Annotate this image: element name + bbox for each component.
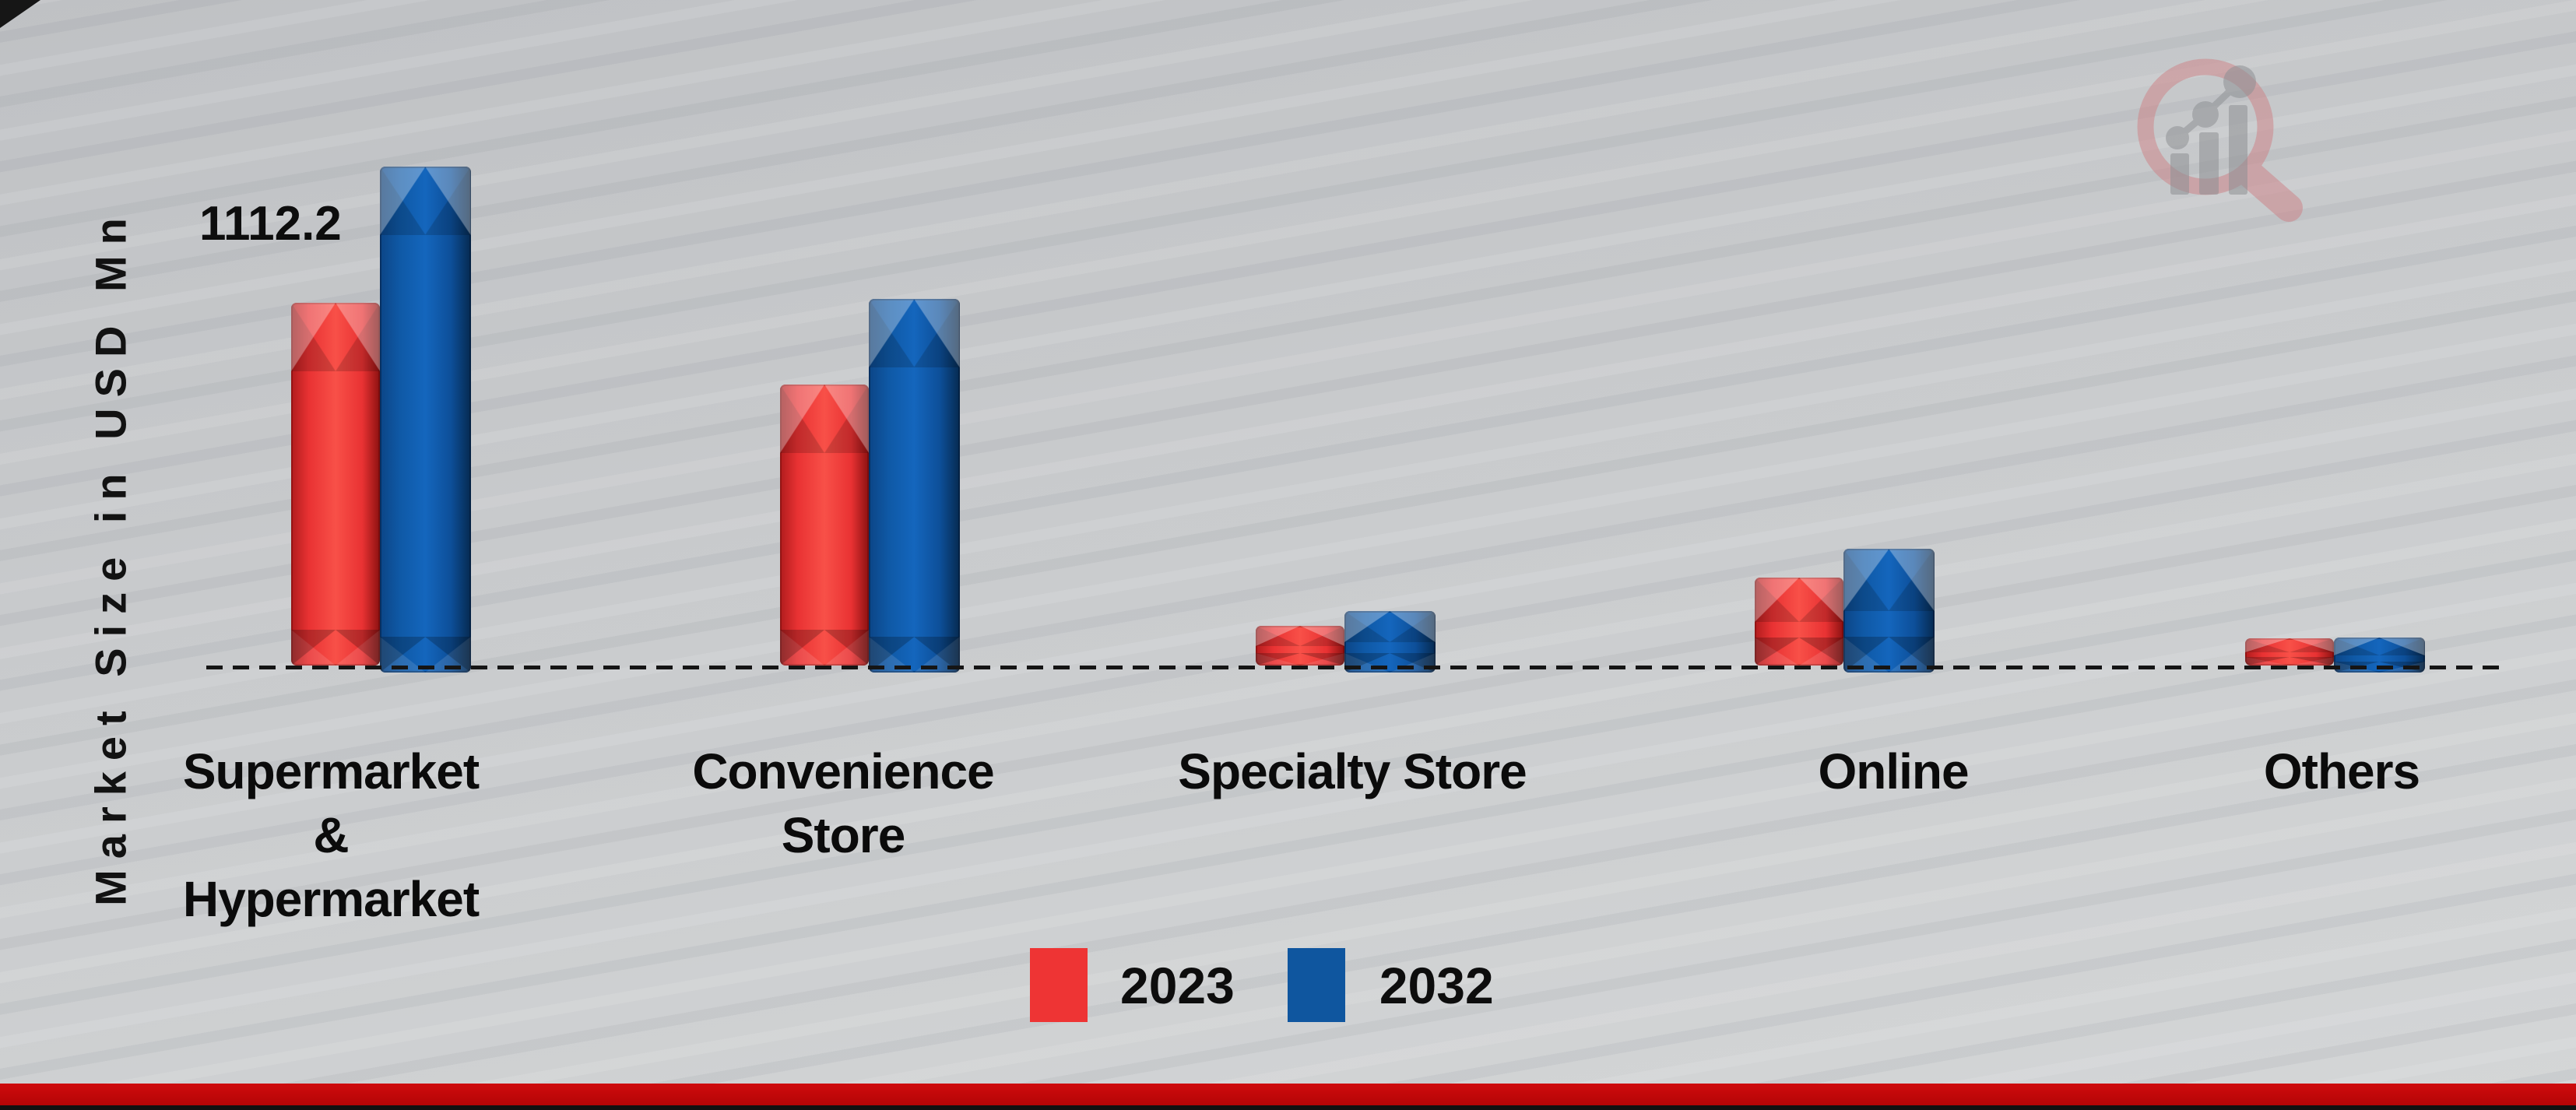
legend: 2023 2032 [1030, 948, 1494, 1022]
legend-label-2023: 2023 [1120, 956, 1235, 1014]
bar-2032-online [1843, 549, 1935, 673]
bar-bottom-bevel [1256, 652, 1344, 666]
bar-top-bevel [1344, 611, 1436, 642]
bar-2023-others [2245, 638, 2334, 666]
bar-top-bevel [869, 299, 960, 367]
bar-top-bevel [1755, 578, 1843, 622]
legend-swatch-2023 [1030, 948, 1088, 1022]
bar-value-label: 1112.2 [199, 197, 342, 251]
category-label-others: Others [2263, 743, 2420, 799]
category-label-specialty-store: Specialty Store [1178, 743, 1527, 799]
footer-red-banner [0, 1084, 2576, 1105]
bar-2032-convenience-store [869, 299, 960, 673]
bar-2032-specialty-store [1344, 611, 1436, 673]
growth-bars-icon [2166, 65, 2256, 195]
bar-2032-supermarket-hypermarket [380, 167, 471, 673]
corner-accent-triangle [0, 0, 40, 28]
legend-swatch-2032 [1287, 948, 1345, 1022]
category-label-supermarket-hypermarket: Supermarket & Hypermarket [182, 743, 480, 927]
bar-top-bevel [2245, 638, 2334, 652]
footer-black-edge [0, 1105, 2576, 1110]
x-axis-baseline-dashed [206, 666, 2504, 669]
legend-label-2032: 2032 [1379, 956, 1494, 1014]
category-label-online: Online [1818, 743, 1969, 799]
category-label-convenience-store: Convenience Store [692, 743, 994, 863]
bar-top-bevel [1843, 549, 1935, 611]
y-axis-title: Market Size in USD Mn [86, 207, 135, 906]
bar-2023-supermarket-hypermarket [291, 303, 380, 666]
bar-bottom-bevel [1755, 637, 1843, 666]
bar-2023-online [1755, 578, 1843, 666]
bar-bottom-bevel [2245, 656, 2334, 666]
magnifier-chart-watermark-logo [2137, 58, 2303, 222]
bar-bottom-bevel [780, 630, 869, 666]
bar-top-bevel [780, 385, 869, 453]
bar-top-bevel [1256, 626, 1344, 646]
bar-top-bevel [380, 167, 471, 235]
bar-top-bevel [2334, 638, 2425, 655]
bar-2023-specialty-store [1256, 626, 1344, 666]
bar-2023-convenience-store [780, 385, 869, 666]
bar-top-bevel [291, 303, 380, 371]
bar-bottom-bevel [1344, 652, 1436, 673]
bar-bottom-bevel [291, 630, 380, 666]
